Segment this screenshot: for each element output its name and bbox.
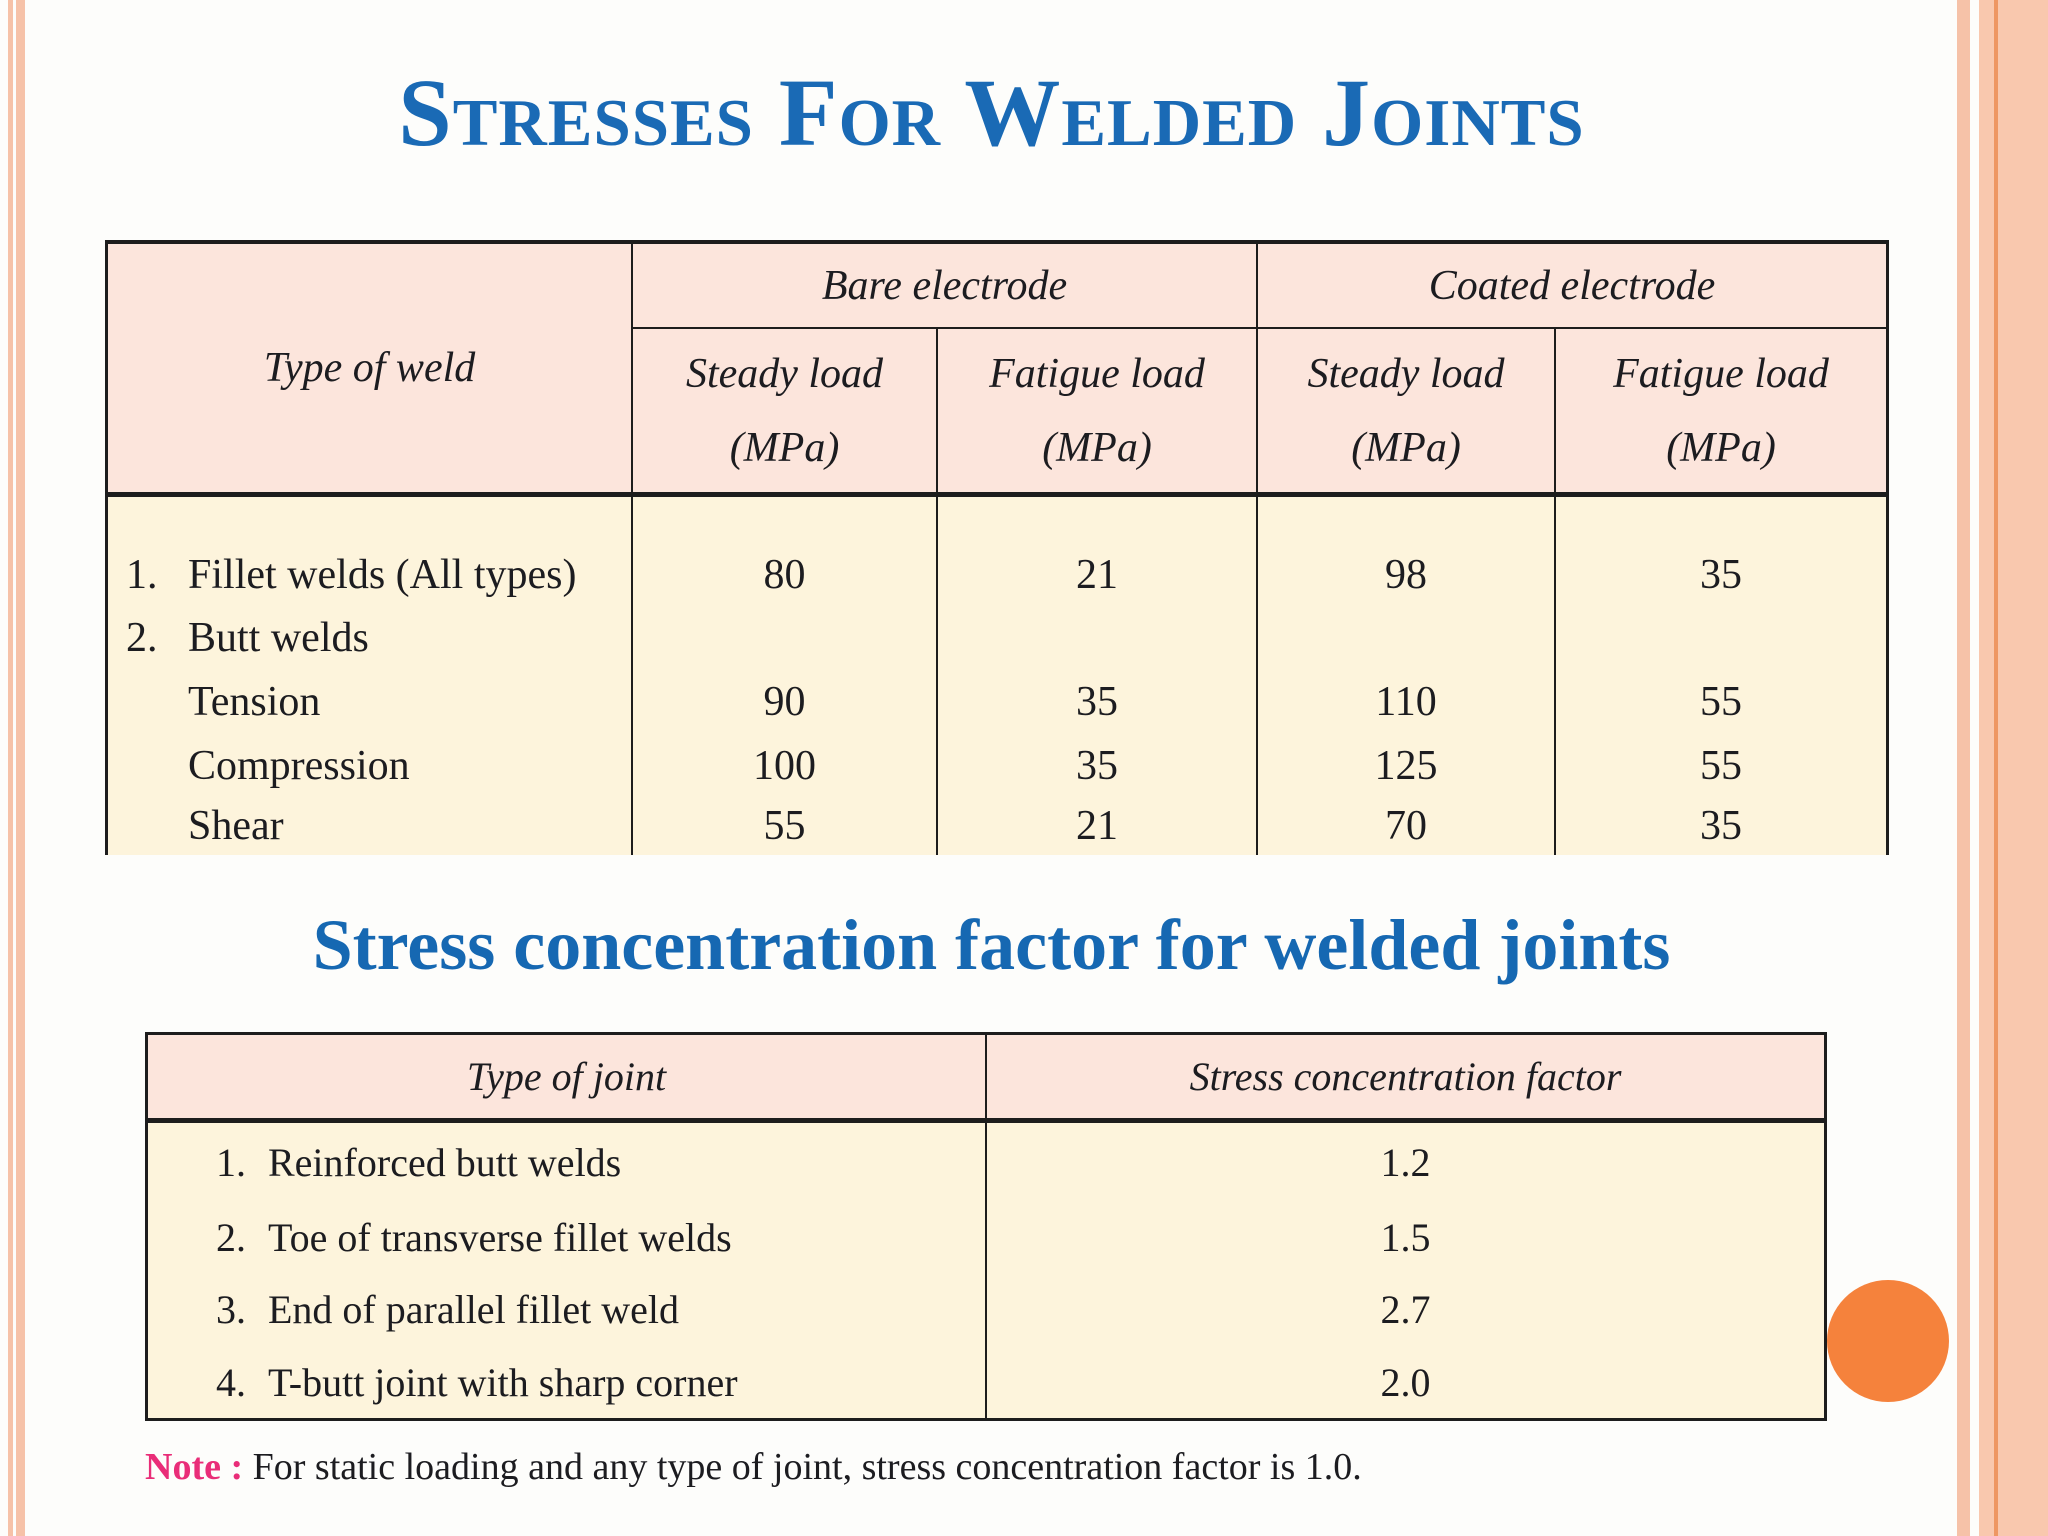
note: Note : For static loading and any type o…	[145, 1445, 1362, 1489]
table-row-label: Tension	[108, 669, 633, 734]
table-cell: 21	[938, 497, 1258, 607]
table-cell: 21	[938, 797, 1258, 855]
col-header-line1: Steady load	[1307, 350, 1505, 397]
row-label-text: End of parallel fillet weld	[268, 1287, 679, 1332]
note-text: For static loading and any type of joint…	[252, 1446, 1362, 1488]
col-header-line1: Fatigue load	[989, 350, 1205, 397]
table-row-label: 1. Fillet welds (All types)	[108, 497, 633, 607]
col-header-stress-concentration-factor: Stress concentration factor	[987, 1035, 1824, 1123]
table-cell	[938, 607, 1258, 669]
left-border-stripe-inner	[16, 0, 25, 1536]
note-label: Note :	[145, 1446, 244, 1488]
table-cell: 55	[633, 797, 938, 855]
col-header-type-of-joint: Type of joint	[148, 1035, 987, 1123]
col-header-unit: (MPa)	[1042, 424, 1152, 471]
col-header-line1: Steady load	[685, 350, 884, 397]
table-cell: 80	[633, 497, 938, 607]
row-number: 4.	[216, 1359, 246, 1405]
col-header-unit: (MPa)	[729, 424, 840, 471]
table-cell	[1556, 607, 1886, 669]
table-cell: 110	[1258, 669, 1556, 734]
table-row-label: 4. T-butt joint with sharp corner	[148, 1346, 987, 1418]
table-cell: 35	[1556, 497, 1886, 607]
table-cell: 1.5	[987, 1201, 1824, 1273]
col-header-coated-fatigue-load: Fatigue load (MPa)	[1556, 329, 1886, 497]
table-row-label: 2. Butt welds	[108, 607, 633, 669]
table-cell	[1258, 607, 1556, 669]
table-cell	[633, 607, 938, 669]
row-number: 1.	[216, 1139, 246, 1185]
col-group-header-coated-electrode: Coated electrode	[1258, 244, 1886, 329]
table-cell: 55	[1556, 669, 1886, 734]
col-header-unit: (MPa)	[1351, 424, 1461, 471]
stress-concentration-table: Type of joint Stress concentration facto…	[145, 1032, 1827, 1421]
table-row-label: Compression	[108, 734, 633, 797]
row-label-text: Tension	[188, 678, 321, 725]
row-label-text: Toe of transverse fillet welds	[268, 1214, 732, 1260]
table-cell: 1.2	[987, 1123, 1824, 1201]
table-cell: 2.0	[987, 1346, 1824, 1418]
table-cell: 125	[1258, 734, 1556, 797]
col-header-type-of-weld: Type of weld	[108, 244, 633, 497]
row-label-text: Shear	[188, 803, 284, 849]
slide-title: Stresses For Welded Joints	[398, 59, 1585, 166]
col-header-bare-fatigue-load: Fatigue load (MPa)	[938, 329, 1258, 497]
col-header-unit: (MPa)	[1666, 424, 1776, 471]
col-header-coated-steady-load: Steady load (MPa)	[1258, 329, 1556, 497]
table-row-label: 2. Toe of transverse fillet welds	[148, 1201, 987, 1273]
right-border-panel	[1979, 0, 2048, 1536]
table-cell: 35	[938, 734, 1258, 797]
col-header-bare-steady-load: Steady load (MPa)	[633, 329, 938, 497]
row-number: 1.	[126, 552, 158, 598]
table-cell: 90	[633, 669, 938, 734]
row-number: 3.	[216, 1287, 246, 1332]
row-label-text: Butt welds	[188, 615, 369, 661]
table-row-label: Shear	[108, 797, 633, 855]
left-border-stripe-outer	[8, 0, 13, 1536]
table-cell: 2.7	[987, 1273, 1824, 1346]
orange-circle-decoration	[1827, 1280, 1949, 1402]
table-cell: 35	[1556, 797, 1886, 855]
table-row-label: 3. End of parallel fillet weld	[148, 1273, 987, 1346]
row-label-text: Reinforced butt welds	[268, 1139, 622, 1185]
col-header-line1: Fatigue load	[1613, 350, 1829, 397]
row-label-text: T-butt joint with sharp corner	[268, 1359, 738, 1405]
row-label-text: Fillet welds (All types)	[188, 552, 577, 598]
row-label-text: Compression	[188, 742, 410, 789]
table-cell: 70	[1258, 797, 1556, 855]
table-cell: 55	[1556, 734, 1886, 797]
table-cell: 35	[938, 669, 1258, 734]
table-cell: 100	[633, 734, 938, 797]
table-row-label: 1. Reinforced butt welds	[148, 1123, 987, 1201]
col-group-header-bare-electrode: Bare electrode	[633, 244, 1258, 329]
weld-stress-table: Type of weld Bare electrode Coated elect…	[105, 240, 1889, 855]
row-number: 2.	[216, 1214, 246, 1260]
row-number: 2.	[126, 615, 158, 661]
table-cell: 98	[1258, 497, 1556, 607]
section-heading: Stress concentration factor for welded j…	[312, 905, 1671, 985]
right-border-stripe-inner	[1957, 0, 1970, 1536]
right-border-accent-line	[1994, 0, 1998, 1536]
